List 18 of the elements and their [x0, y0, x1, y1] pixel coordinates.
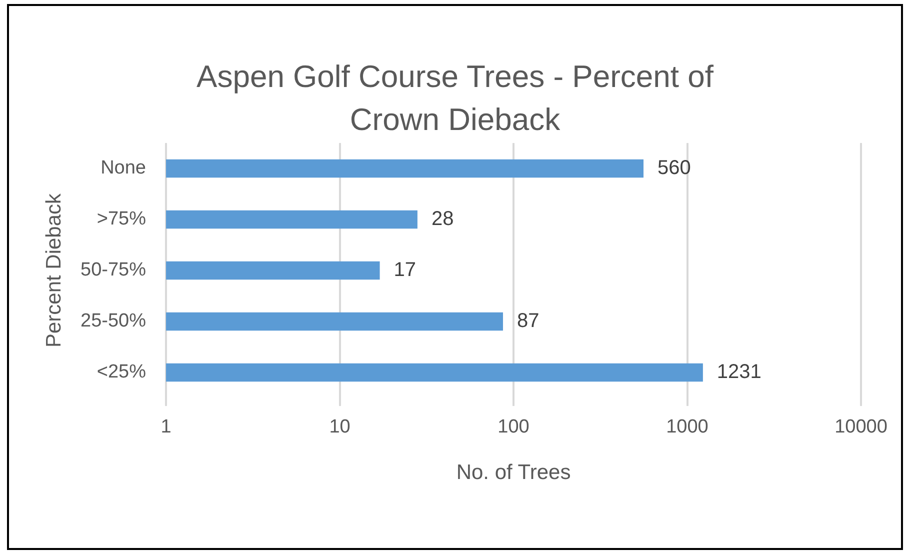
- x-tick-label: 10000: [834, 416, 888, 438]
- y-axis-title: Percent Dieback: [42, 192, 66, 348]
- chart-title: Aspen Golf Course Trees - Percent of Crown Dieback: [196, 58, 714, 139]
- y-tick-label: None: [100, 158, 146, 179]
- data-label: 17: [394, 259, 416, 282]
- y-tick-label: <25%: [96, 362, 146, 383]
- x-tick-label: 1000: [666, 416, 708, 438]
- data-label: 560: [658, 157, 691, 180]
- x-tick-label: 10: [329, 416, 350, 438]
- data-label: 87: [516, 310, 540, 332]
- data-label: 1231: [716, 361, 762, 384]
- x-tick-label: 1: [160, 416, 172, 438]
- y-tick-label: 50-75%: [80, 260, 146, 281]
- data-label: 28: [431, 208, 454, 230]
- x-tick-label: 100: [498, 416, 530, 438]
- x-axis-title: No. of Trees: [456, 461, 571, 484]
- y-tick-label: 25-50%: [80, 310, 146, 332]
- y-tick-label: >75%: [96, 208, 146, 230]
